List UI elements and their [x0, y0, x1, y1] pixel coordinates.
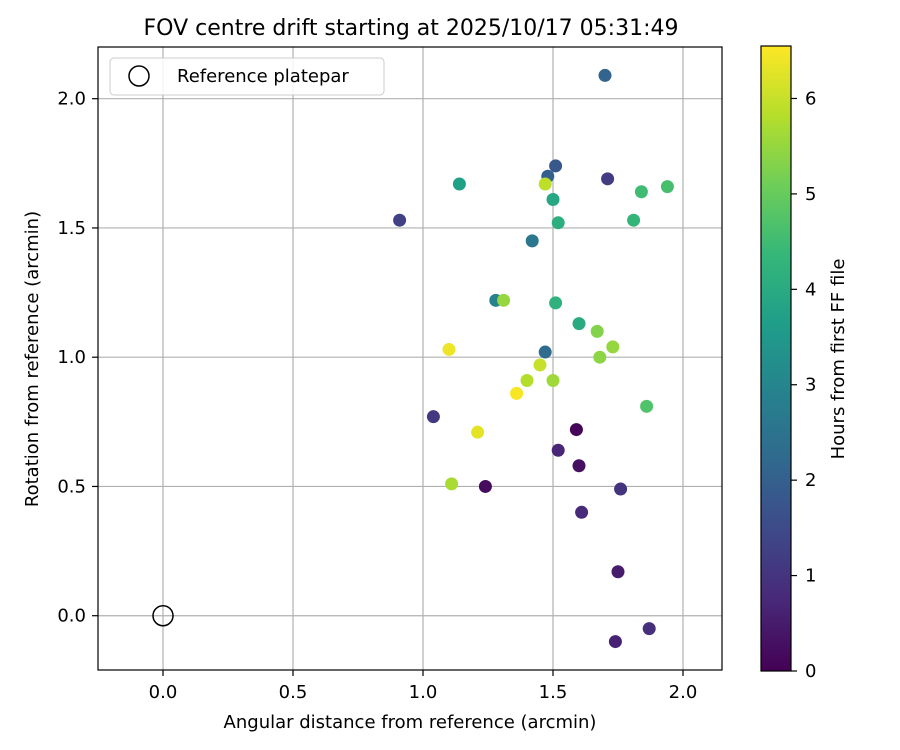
data-point [546, 373, 560, 387]
legend: Reference platepar [109, 57, 385, 96]
y-tick-label: 2.0 [57, 89, 86, 110]
colorbar-tick-label: 6 [805, 88, 816, 109]
data-point [520, 373, 534, 387]
data-point [452, 177, 466, 191]
chart-title: FOV centre drift starting at 2025/10/17 … [144, 16, 679, 41]
data-point [445, 477, 459, 491]
x-tick-label: 0.0 [149, 682, 178, 703]
y-axis-ticks: 0.0 0.5 1.0 1.5 2.0 [57, 89, 98, 627]
data-point [471, 425, 485, 439]
y-tick-label: 0.5 [57, 476, 86, 497]
data-point [572, 459, 586, 473]
x-tick-label: 0.5 [279, 682, 308, 703]
x-axis-label: Angular distance from reference (arcmin) [224, 712, 597, 733]
colorbar-tick-label: 3 [805, 375, 816, 396]
y-tick-label: 1.0 [57, 347, 86, 368]
data-point [533, 358, 547, 372]
legend-label: Reference platepar [177, 66, 349, 87]
data-point [611, 565, 625, 579]
data-point [598, 68, 612, 82]
data-point [634, 185, 648, 199]
colorbar-gradient [760, 45, 792, 672]
colorbar: 0 1 2 3 4 5 6 Hours from first FF file [760, 45, 849, 682]
y-axis-label: Rotation from reference (arcmin) [22, 211, 43, 507]
legend-box [109, 57, 385, 96]
x-tick-label: 1.0 [409, 682, 438, 703]
x-tick-label: 2.0 [669, 682, 698, 703]
plot-area [97, 46, 723, 671]
x-tick-label: 1.5 [539, 682, 568, 703]
data-point [660, 180, 674, 194]
data-point [510, 386, 524, 400]
x-axis-ticks: 0.0 0.5 1.0 1.5 2.0 [149, 670, 698, 703]
data-point [551, 216, 565, 230]
colorbar-tick-label: 2 [805, 470, 816, 491]
data-point [551, 443, 565, 457]
data-point [569, 423, 583, 437]
legend-reference-icon [128, 65, 150, 87]
data-point [549, 296, 563, 310]
data-point [640, 399, 654, 413]
data-point [393, 213, 407, 227]
colorbar-tick-label: 5 [805, 184, 816, 205]
data-point [642, 622, 656, 636]
data-point [538, 345, 552, 359]
data-point [572, 317, 586, 331]
data-point [614, 482, 628, 496]
grid-layer [98, 47, 722, 670]
data-point [538, 177, 552, 191]
colorbar-tick-label: 1 [805, 566, 816, 587]
data-point [525, 234, 539, 248]
data-point [426, 410, 440, 424]
reference-platepar-marker [152, 604, 174, 627]
data-point [575, 505, 589, 519]
data-point [627, 213, 641, 227]
colorbar-label: Hours from first FF file [828, 259, 849, 460]
data-point [601, 172, 615, 186]
data-point [546, 193, 560, 207]
data-point [497, 293, 511, 307]
y-tick-label: 0.0 [57, 606, 86, 627]
data-point [608, 635, 622, 649]
colorbar-tick-label: 0 [805, 661, 816, 682]
y-tick-label: 1.5 [57, 218, 86, 239]
colorbar-tick-label: 4 [805, 279, 816, 300]
data-point [549, 159, 563, 173]
data-point [442, 342, 456, 356]
data-point [593, 350, 607, 364]
data-point [478, 479, 492, 493]
data-points [393, 68, 674, 649]
data-point [606, 340, 620, 354]
data-point [590, 324, 604, 338]
colorbar-ticks: 0 1 2 3 4 5 6 [791, 88, 816, 682]
